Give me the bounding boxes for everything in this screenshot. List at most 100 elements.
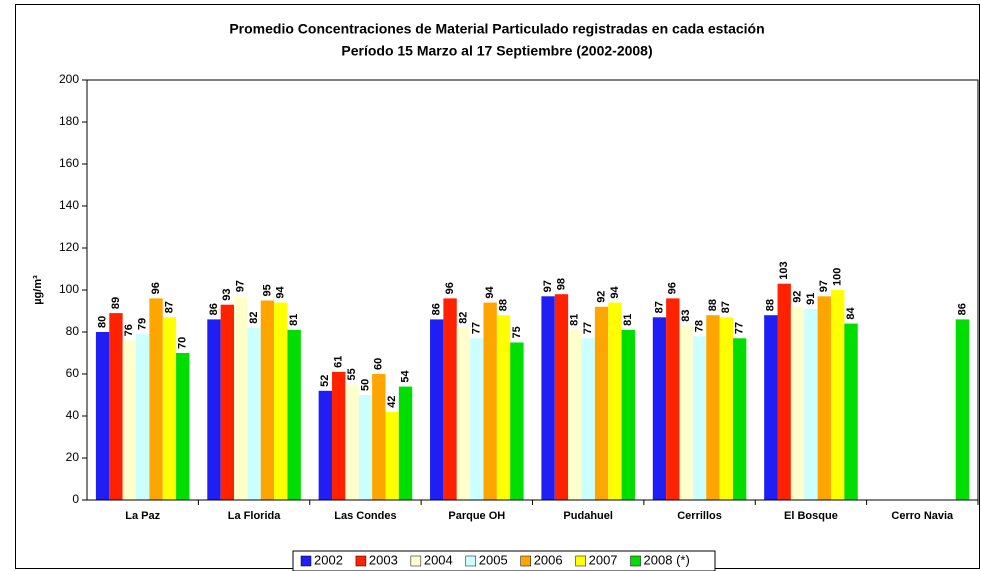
value-label: 75	[511, 326, 523, 338]
legend-swatch	[575, 555, 586, 567]
bar	[764, 315, 778, 500]
value-label: 83	[680, 309, 692, 321]
y-tick-label: 160	[59, 156, 79, 170]
value-label: 94	[484, 285, 496, 298]
legend-label: 2003	[369, 552, 398, 567]
bar	[621, 329, 635, 500]
value-label: 77	[471, 322, 483, 334]
value-label: 81	[288, 314, 300, 326]
bar	[608, 302, 622, 500]
value-label: 89	[110, 297, 122, 309]
bar	[510, 342, 524, 500]
bar	[692, 336, 707, 500]
bar	[398, 386, 413, 500]
bar	[287, 329, 301, 500]
bar	[122, 340, 137, 500]
x-tick-label: El Bosque	[784, 510, 838, 522]
value-label: 61	[333, 356, 345, 368]
value-label: 80	[96, 316, 108, 328]
x-tick-label: Pudahuel	[563, 510, 613, 522]
bar	[95, 332, 110, 500]
bar	[594, 306, 609, 500]
bar	[456, 327, 471, 500]
legend-label: 2007	[589, 552, 618, 567]
legend-swatch	[465, 555, 477, 567]
legend-swatch	[355, 555, 367, 567]
chart-subtitle: Período 15 Marzo al 17 Septiembre (2002-…	[341, 43, 652, 59]
bar	[955, 319, 970, 500]
bar	[345, 384, 359, 500]
x-tick-label: Las Condes	[334, 510, 396, 522]
bar	[706, 315, 720, 500]
bar	[176, 353, 190, 500]
y-tick-label: 140	[59, 198, 79, 212]
bar	[274, 302, 288, 500]
y-tick-label: 180	[59, 114, 79, 128]
value-label: 100	[832, 268, 844, 286]
value-label: 98	[555, 278, 567, 290]
y-tick-label: 60	[66, 366, 80, 380]
bar	[844, 323, 858, 500]
y-tick-label: 80	[66, 324, 80, 338]
bar	[581, 338, 595, 500]
y-axis-label: µg/m³	[32, 275, 44, 305]
legend-swatch	[520, 555, 531, 567]
bar	[483, 302, 497, 500]
bar	[652, 317, 667, 500]
value-label: 96	[150, 282, 162, 294]
value-label: 94	[275, 285, 287, 298]
bar	[220, 304, 235, 500]
bar	[541, 296, 555, 500]
value-label: 93	[221, 288, 233, 300]
value-label: 94	[609, 285, 621, 298]
bar	[260, 300, 275, 500]
bar	[372, 374, 386, 500]
x-tick-label: Parque OH	[448, 510, 505, 522]
value-label: 96	[444, 282, 456, 294]
value-label: 84	[845, 306, 857, 319]
y-tick-label: 20	[66, 450, 80, 464]
bar	[247, 327, 261, 500]
value-label: 87	[163, 301, 175, 313]
value-label: 52	[319, 375, 331, 387]
chart-title: Promedio Concentraciones de Material Par…	[229, 21, 764, 37]
legend-box	[292, 550, 716, 571]
value-label: 91	[805, 293, 817, 305]
value-label: 97	[542, 280, 554, 292]
value-label: 78	[693, 320, 705, 332]
y-tick-label: 120	[59, 240, 79, 254]
value-label: 54	[399, 369, 411, 382]
bar	[385, 411, 399, 500]
x-tick-label: La Florida	[228, 510, 281, 522]
value-label: 70	[177, 337, 189, 349]
legend-label: 2005	[479, 552, 508, 567]
value-label: 88	[765, 299, 777, 311]
legend-swatch	[410, 555, 422, 567]
value-label: 55	[346, 368, 358, 380]
bar	[679, 325, 693, 500]
value-label: 97	[235, 280, 247, 292]
value-label: 92	[791, 291, 803, 303]
value-label: 92	[595, 291, 607, 303]
bar	[358, 395, 373, 500]
bar	[804, 308, 818, 500]
x-tick-label: Cerro Navia	[891, 510, 954, 522]
y-tick-label: 100	[59, 282, 79, 296]
value-label: 50	[359, 379, 371, 391]
bar	[332, 371, 346, 500]
y-tick-label: 0	[72, 492, 79, 506]
value-label: 82	[457, 312, 469, 324]
bar	[430, 319, 444, 500]
value-label: 81	[569, 314, 581, 326]
bar	[777, 283, 791, 500]
bar	[136, 334, 150, 500]
bar	[149, 298, 163, 500]
legend-label: 2006	[534, 552, 563, 567]
bar	[207, 319, 221, 500]
x-tick-label: Cerrillos	[677, 510, 722, 522]
value-label: 81	[622, 314, 634, 326]
bar	[109, 313, 123, 500]
y-tick-label: 40	[66, 408, 80, 422]
bar	[234, 296, 248, 500]
value-label: 76	[123, 324, 135, 336]
